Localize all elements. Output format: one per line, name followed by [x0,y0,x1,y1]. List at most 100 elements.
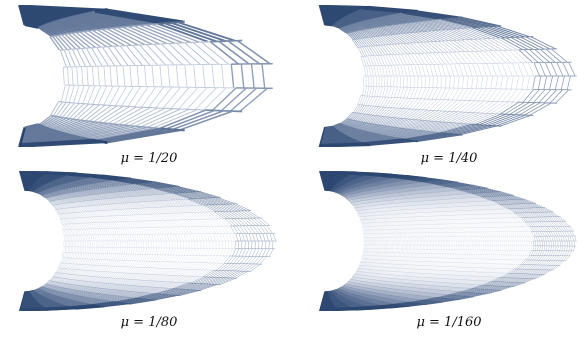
lattice-edge [408,133,448,141]
lattice-edge [350,31,360,40]
lattice-edge [491,63,497,77]
lattice-edge [55,209,59,215]
lattice-edge [219,248,224,256]
lattice-edge [53,204,58,210]
lattice-edge [384,86,389,98]
lattice-edge [376,116,391,125]
lattice-edge [88,184,104,189]
lattice-edge [129,215,136,222]
lattice-edge [67,223,70,230]
lattice-edge [89,194,99,200]
lattice-edge [222,233,226,242]
lattice-edge [356,104,363,114]
lattice-edge [403,132,442,140]
lattice-edge [172,206,183,214]
lattice-edge [367,125,388,133]
lattice-edge [118,107,151,126]
lattice-edge [525,36,551,50]
lattice-edge [120,228,123,235]
lattice-edge [61,184,74,188]
lattice-edge [441,64,446,77]
lattice-edge [73,212,78,218]
lattice-edge [84,104,106,122]
lattice-edge [241,240,243,249]
lattice-edge [128,247,131,255]
lattice-edge [161,234,164,242]
lattice-edge [367,19,390,26]
lattice-edge [138,221,143,228]
lattice-edge [411,10,454,19]
lattice-edge [92,194,102,200]
lattice-edge [375,17,402,25]
lattice-edge [394,54,401,66]
lattice-edge [117,209,125,216]
lattice-edge [229,211,241,219]
lattice-edge [136,234,139,242]
lattice-edge [97,182,116,187]
lattice-edge [123,197,135,203]
lattice-edge [52,187,62,191]
lattice-edge [196,198,212,206]
lattice-edge [415,10,460,18]
lattice-edge [82,179,103,183]
lattice-edge [506,62,513,77]
lattice-edge [87,253,90,260]
lattice-edge [146,44,167,66]
lattice-edge [344,120,355,126]
lattice-edge [155,227,159,235]
lattice-edge [234,218,243,226]
lattice-edge [348,133,375,138]
lattice-edge [67,202,74,208]
lattice-edge [356,113,366,122]
lattice-edge [453,28,478,40]
lattice-edge [59,184,72,188]
lattice-edge [388,44,398,55]
lattice-edge [54,186,65,190]
lattice-edge [538,89,552,103]
lattice-edge [100,210,107,217]
lattice-edge [157,200,170,207]
lattice-edge [436,75,439,88]
lattice-edge [84,223,88,230]
lattice-edge [77,229,79,236]
lattice-edge [241,210,254,219]
lattice-edge [508,50,522,63]
lattice-edge [450,17,488,28]
lattice-edge [504,101,525,115]
lattice-edge [162,247,165,255]
lattice-edge [146,182,169,188]
lattice-edge [415,31,434,42]
lattice-edge [73,15,122,29]
lattice-edge [392,108,404,118]
lattice-edge [352,134,384,140]
lattice-edge [70,212,75,219]
lattice-edge [64,235,66,242]
lattice-edge [545,48,562,63]
lattice-edge [400,64,404,77]
lattice-edge [76,14,127,28]
lattice-edge [470,51,482,64]
lattice-edge [145,207,155,215]
lattice-edge [77,217,81,224]
lattice-edge [44,190,52,193]
lattice-edge [211,211,222,219]
lattice-edge [387,25,407,34]
lattice-edge [386,44,395,55]
lattice-edge [150,207,160,214]
lattice-edge [145,220,151,228]
lattice-edge [62,203,67,209]
lattice-edge [390,34,404,44]
lattice-edge [70,192,80,197]
lattice-edge [90,247,92,254]
lattice-edge [50,196,56,201]
lattice-edge [201,248,205,256]
lattice-edge [148,207,157,215]
lattice-edge [431,111,450,122]
lattice-edge [238,210,250,219]
lattice-edge [78,186,92,190]
lattice-edge [92,127,155,141]
lattice-edge [84,178,106,182]
lattice-edge [97,228,101,235]
lattice-edge [194,219,202,227]
lattice-edge [147,227,152,235]
